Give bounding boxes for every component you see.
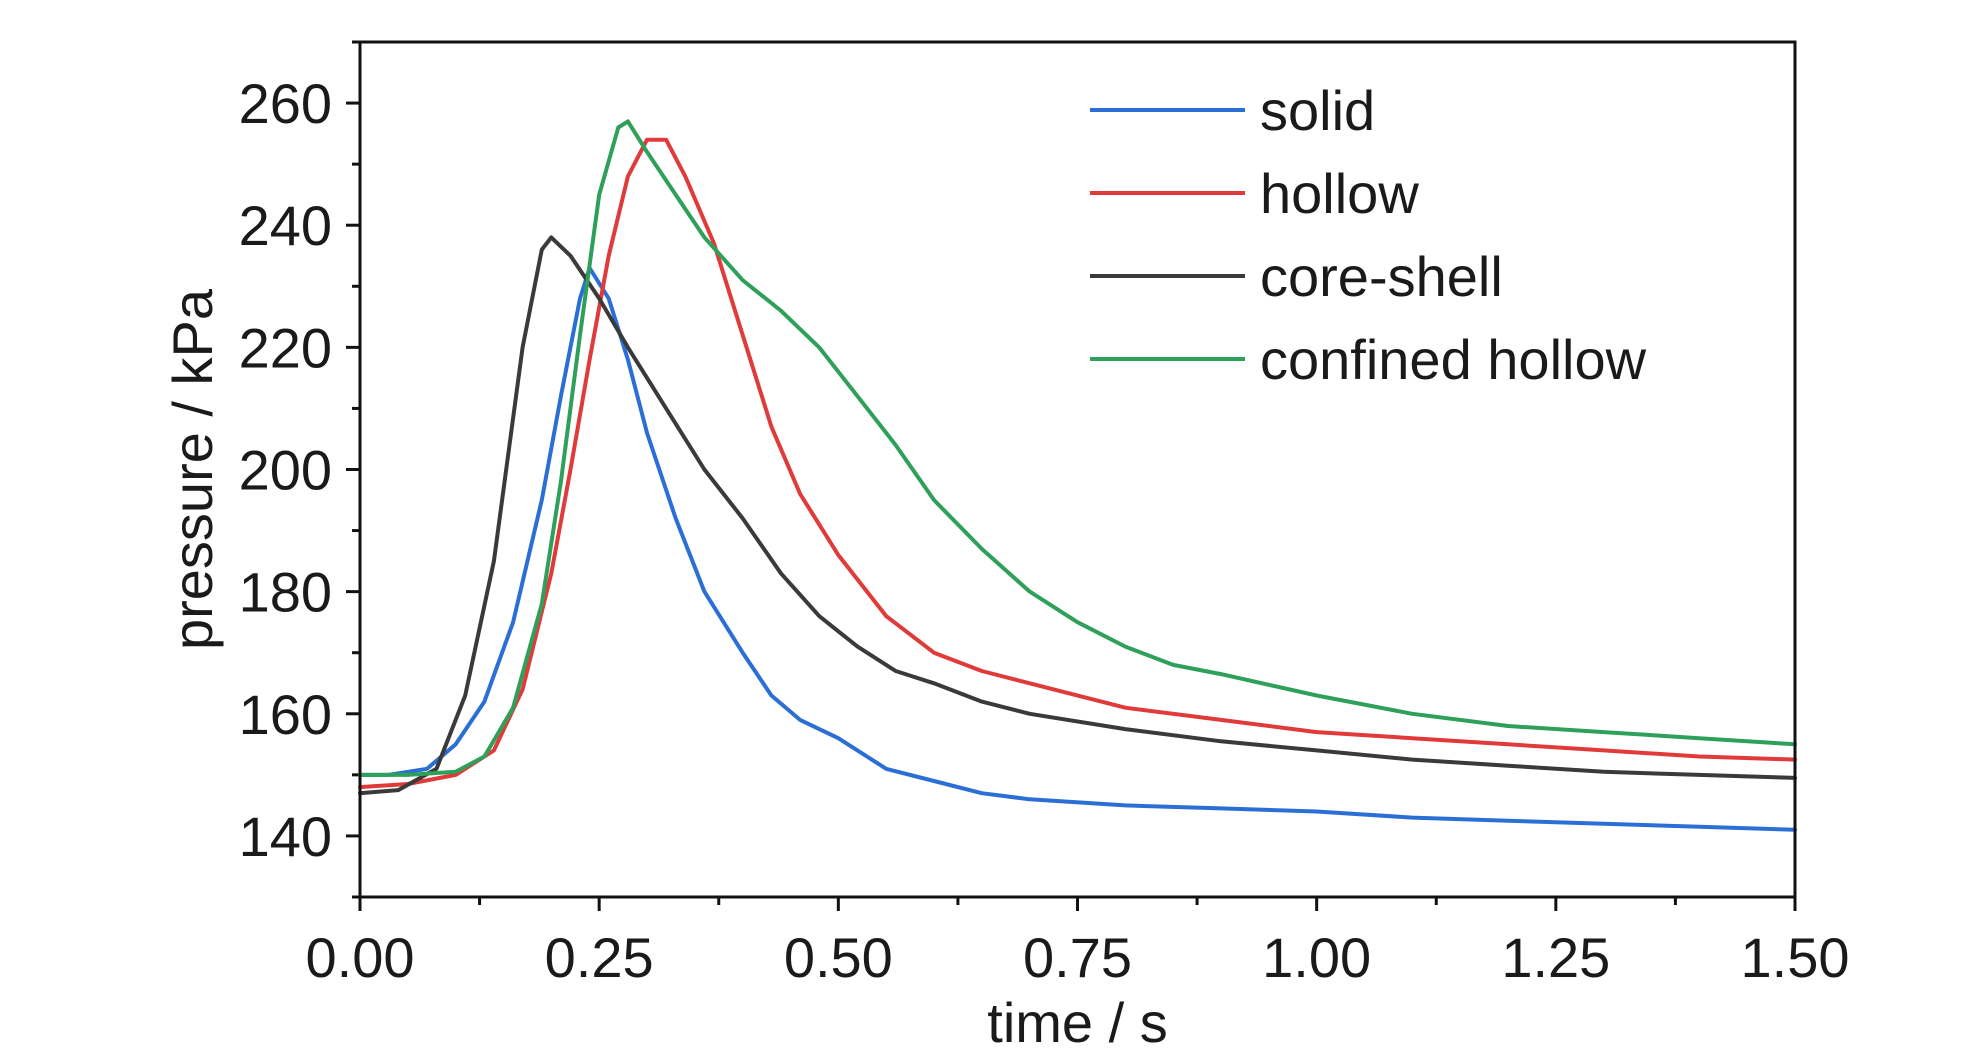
- y-tick-label: 140: [239, 805, 332, 868]
- series-line-solid: [358, 266, 1797, 832]
- x-tick-label: 1.50: [1741, 926, 1850, 989]
- y-axis-title: pressure / kPa: [161, 288, 224, 650]
- y-tick-label: 180: [239, 561, 332, 624]
- legend-label: confined hollow: [1260, 328, 1647, 391]
- series-group: [358, 119, 1797, 832]
- y-tick-label: 200: [239, 439, 332, 502]
- series-line-core-shell: [358, 235, 1797, 796]
- y-tick-label: 240: [239, 194, 332, 257]
- legend-label: solid: [1260, 79, 1375, 142]
- x-tick-label: 0.75: [1023, 926, 1132, 989]
- x-axis-title: time / s: [987, 991, 1167, 1054]
- tick-labels: 0.00 0.25 0.50 0.75 1.00 1.25 1.50 140 160 180 200…: [239, 72, 1850, 989]
- series-line-confined-hollow: [358, 119, 1797, 777]
- x-tick-label: 1.25: [1501, 926, 1610, 989]
- y-tick-label: 260: [239, 72, 332, 135]
- legend-label: core-shell: [1260, 245, 1503, 308]
- y-tick-label: 220: [239, 316, 332, 379]
- legend: solid hollow core-shell confined hollow: [1090, 79, 1647, 391]
- x-tick-label: 0.00: [306, 926, 415, 989]
- legend-label: hollow: [1260, 162, 1419, 225]
- x-tick-label: 0.50: [784, 926, 893, 989]
- x-tick-label: 0.25: [545, 926, 654, 989]
- x-tick-label: 1.00: [1262, 926, 1371, 989]
- plot-frame: [358, 40, 1797, 899]
- series-line-hollow: [358, 137, 1797, 790]
- y-tick-label: 160: [239, 683, 332, 746]
